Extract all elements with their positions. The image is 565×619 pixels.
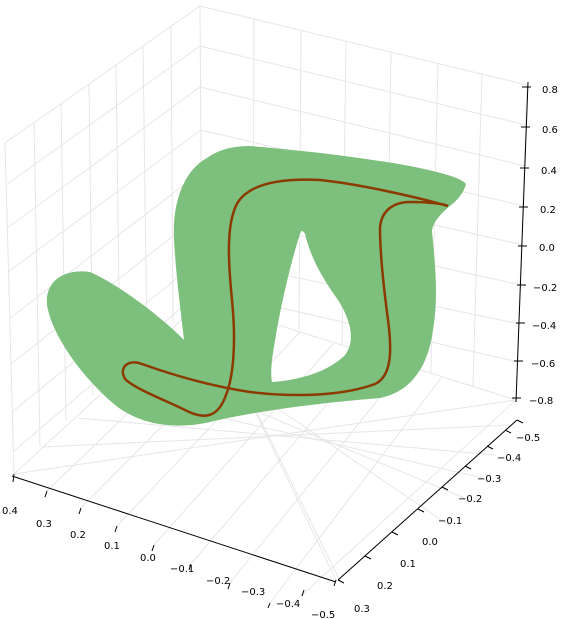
x-tick-label: 0.1: [104, 541, 120, 552]
x-tick-label: 0.3: [36, 519, 52, 530]
y-tick-label: −0.4: [497, 453, 521, 464]
x-tick-label: 0.2: [70, 530, 86, 541]
x-tick-label: −0.4: [276, 599, 300, 610]
z-tick-label: 0.8: [542, 85, 558, 96]
x-tick-label: −0.2: [206, 576, 230, 587]
x-tick-label: 0.0: [140, 553, 156, 564]
y-axis: 0.3 0.2 0.1 0.0 −0.1 −0.2 −0.3 −0.4 −0.5: [337, 419, 540, 615]
x-axis: 0.4 0.3 0.2 0.1 0.0 −0.1 −0.2 −0.3 −0.4 …: [2, 473, 337, 619]
z-tick-label: −0.2: [533, 283, 557, 294]
x-tick-label: −0.5: [311, 610, 335, 619]
z-tick-label: 0.6: [542, 125, 558, 136]
y-tick-label: 0.3: [354, 604, 370, 615]
z-axis: 0.8 0.6 0.4 0.2 0.0 −0.2 −0.4 −0.6 −0.8: [512, 81, 558, 407]
x-tick-label: 0.4: [2, 506, 18, 517]
z-tick-label: 0.4: [541, 166, 557, 177]
z-tick-label: −0.6: [531, 359, 555, 370]
y-tick-label: −0.2: [458, 494, 482, 505]
z-tick-label: −0.8: [529, 396, 553, 407]
y-tick-label: 0.1: [400, 559, 416, 570]
ribbon-surface: [46, 146, 466, 426]
z-tick-label: 0.2: [540, 205, 556, 216]
y-tick-label: −0.3: [477, 474, 501, 485]
y-tick-label: −0.5: [516, 433, 540, 444]
x-tick-label: −0.1: [170, 564, 194, 575]
y-tick-label: −0.1: [438, 516, 462, 527]
z-tick-label: −0.4: [532, 321, 556, 332]
y-tick-label: 0.2: [377, 581, 393, 592]
z-tick-label: 0.0: [539, 243, 555, 254]
y-tick-label: 0.0: [422, 537, 438, 548]
ribbon-curve: [121, 178, 449, 417]
x-tick-label: −0.3: [241, 587, 265, 598]
